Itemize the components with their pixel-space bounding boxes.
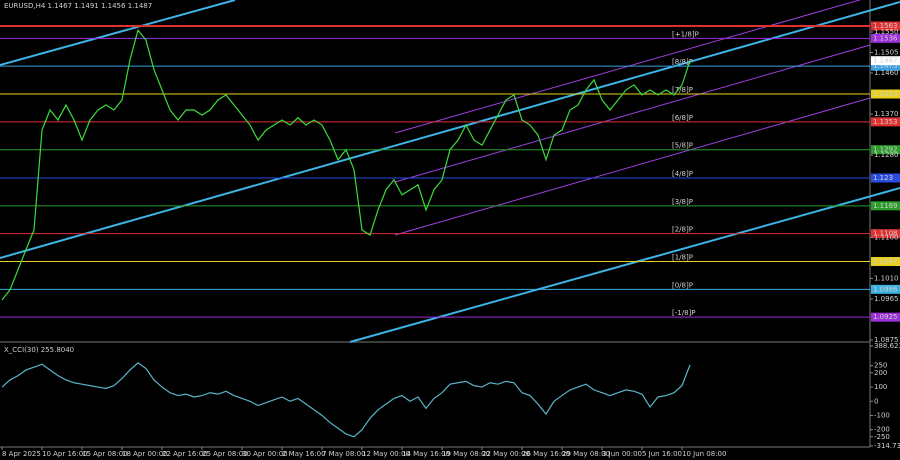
- level-price-label: 1.123: [873, 174, 893, 182]
- y-tick-label: -200: [874, 426, 890, 434]
- current-price-box: [871, 56, 900, 66]
- series-line: [1, 362, 691, 438]
- level-price-label: 1.1563: [873, 22, 898, 30]
- level-tag: [8/8]P: [672, 58, 693, 66]
- y-tick-label: 1.1505: [874, 48, 899, 56]
- y-tick-label: 200: [874, 369, 887, 377]
- level-price-label: 1.1292: [873, 146, 898, 154]
- y-tick-label: 250: [874, 362, 887, 370]
- level-price-label: 1.1536: [873, 34, 898, 42]
- x-tick-label: 18 Apr 00:00: [122, 450, 168, 458]
- level-price-box: [871, 61, 900, 71]
- y-tick-label: 100: [874, 383, 887, 391]
- channel-line: [394, 44, 871, 183]
- channel-line: [394, 97, 871, 236]
- level-price-box: [871, 117, 900, 127]
- x-tick-label: 8 Apr 2025: [2, 450, 41, 458]
- level-price-box: [871, 173, 900, 183]
- current-price-label: 1.1487: [873, 57, 898, 65]
- level-tag: [3/8]P: [672, 198, 693, 206]
- indicator-title: X_CCI(30) 255.8040: [4, 346, 74, 354]
- level-price-box: [871, 257, 900, 267]
- channel-upper: [0, 0, 236, 66]
- regression-channel: [0, 0, 900, 343]
- level-price-label: 1.1414: [873, 90, 898, 98]
- y-tick-label: 1.1550: [874, 28, 899, 36]
- x-tick-label: 22 Apr 16:00: [162, 450, 208, 458]
- series-line: [1, 28, 691, 301]
- level-price-box: [871, 284, 900, 294]
- x-tick-label: 30 Apr 00:00: [242, 450, 288, 458]
- y-tick-label: -250: [874, 433, 890, 441]
- level-tag: [+1/8]P: [672, 30, 699, 38]
- y-tick-label: 1.0965: [874, 295, 899, 303]
- level-price-label: 1.0986: [873, 285, 898, 293]
- y-tick-label: 1.1280: [874, 151, 899, 159]
- level-tag: [7/8]P: [672, 86, 693, 94]
- y-tick-label: -314.734: [874, 442, 900, 450]
- channel-middle: [0, 1, 900, 259]
- x-tick-label: 12 May 00:00: [362, 450, 410, 458]
- x-tick-label: 5 Jun 16:00: [642, 450, 682, 458]
- y-tick-label: 1.1100: [874, 233, 899, 241]
- x-tick-label: 26 May 16:00: [522, 450, 570, 458]
- level-price-label: 1.1047: [873, 258, 898, 266]
- level-price-label: 1.0925: [873, 313, 898, 321]
- x-tick-label: 10 Apr 16:00: [42, 450, 88, 458]
- level-tag: [-1/8]P: [672, 309, 695, 317]
- x-tick-label: 14 May 16:00: [402, 450, 450, 458]
- level-price-box: [871, 229, 900, 239]
- channel-line: [394, 0, 862, 134]
- level-price-label: 1.1353: [873, 118, 898, 126]
- level-price-label: 1.1169: [873, 202, 898, 210]
- x-tick-label: 25 Apr 08:00: [202, 450, 248, 458]
- y-tick-label: 1.1370: [874, 110, 899, 118]
- level-tag: [0/8]P: [672, 281, 693, 289]
- level-price-box: [871, 312, 900, 322]
- level-price-box: [871, 89, 900, 99]
- price-channel: [394, 0, 871, 236]
- y-tick-label: 1.1010: [874, 274, 899, 282]
- level-tag: [2/8]P: [672, 226, 693, 234]
- y-tick-label: 1.1460: [874, 69, 899, 77]
- level-tag: [5/8]P: [672, 142, 693, 150]
- x-tick-label: 3 Jun 00:00: [602, 450, 642, 458]
- x-tick-label: 22 May 00:00: [482, 450, 530, 458]
- level-price-box: [871, 21, 900, 31]
- y-tick-label: 388.6237: [874, 342, 900, 350]
- level-tag: [4/8]P: [672, 170, 693, 178]
- level-tag: [1/8]P: [672, 254, 693, 262]
- level-price-box: [871, 201, 900, 211]
- level-price-box: [871, 145, 900, 155]
- level-tag: [6/8]P: [672, 114, 693, 122]
- level-price-box: [871, 33, 900, 43]
- x-tick-label: 7 May 08:00: [322, 450, 366, 458]
- level-price-label: 1.1108: [873, 230, 898, 238]
- y-tick-label: -100: [874, 411, 890, 419]
- x-tick-label: 2 May 16:00: [282, 450, 326, 458]
- x-tick-label: 19 May 08:00: [442, 450, 490, 458]
- y-tick-label: 1.0875: [874, 336, 899, 344]
- chart-title: EURUSD,H4 1.1467 1.1491 1.1456 1.1487: [4, 2, 152, 10]
- x-tick-label: 29 May 08:00: [562, 450, 610, 458]
- x-tick-label: 15 Apr 08:00: [82, 450, 128, 458]
- x-tick-label: 10 Jun 08:00: [682, 450, 726, 458]
- y-tick-label: 0: [874, 397, 878, 405]
- level-price-label: 1.1475: [873, 62, 898, 70]
- channel-lower: [349, 187, 900, 343]
